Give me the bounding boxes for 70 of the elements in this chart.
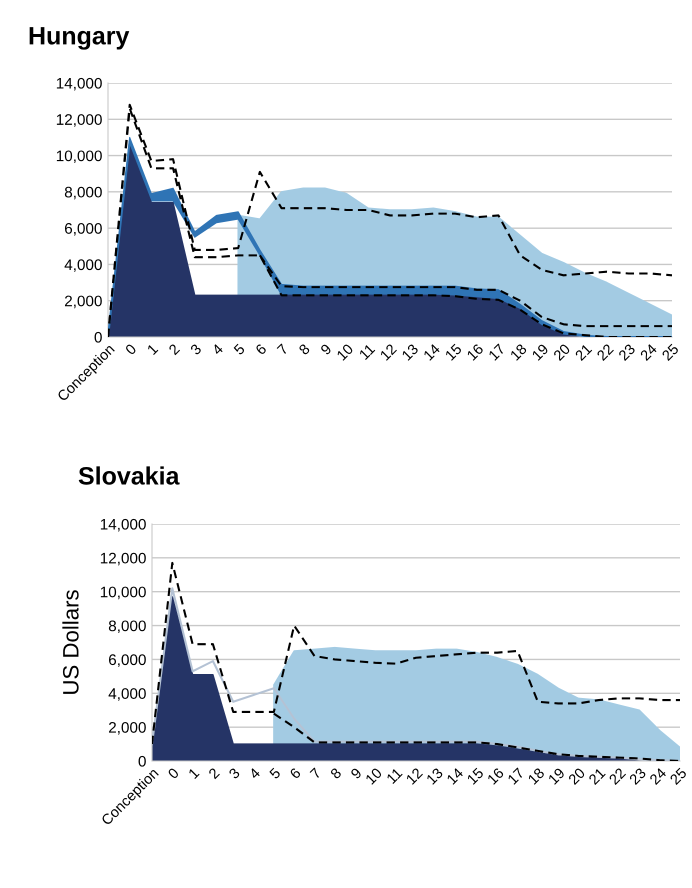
x-tick-label: 1 (146, 343, 158, 355)
y-tick-label: 10,000 (100, 586, 146, 600)
y-tick-label: 4,000 (108, 688, 146, 701)
y-tick-label: 14,000 (56, 78, 102, 90)
x-tick-label: 8 (298, 343, 310, 356)
x-tick-label: 25 (661, 343, 680, 362)
y-tick-label: 4,000 (64, 259, 102, 272)
x-tick-label: 7 (310, 767, 322, 780)
x-tick-label: 19 (548, 767, 566, 785)
x-tick-label: 3 (190, 343, 202, 356)
y-tick-label: 2,000 (108, 722, 146, 735)
y-tick-label: 12,000 (100, 552, 146, 566)
y-tick-label: 14,000 (100, 518, 146, 532)
x-tick-label: 21 (574, 343, 592, 361)
x-tick-label: 13 (426, 767, 444, 785)
x-tick-label: 20 (552, 343, 571, 362)
x-tick-label: 18 (527, 767, 545, 785)
x-tick-label: 12 (380, 343, 397, 361)
x-tick-label: 9 (350, 767, 362, 780)
x-tick-label: 24 (649, 767, 667, 785)
x-tick-label: 4 (248, 767, 261, 780)
x-tick-label: 6 (254, 343, 267, 356)
y-tick-label: 12,000 (56, 114, 102, 127)
x-tick-label: 23 (628, 767, 647, 786)
x-tick-label: 2 (208, 767, 220, 780)
x-tick-label: 17 (488, 343, 506, 361)
x-tick-label: 11 (358, 343, 376, 360)
x-tick-label: 21 (588, 767, 606, 785)
chart-title: Slovakia (78, 466, 180, 485)
chart-title: Hungary (30, 27, 130, 50)
x-tick-label: 7 (276, 343, 288, 356)
x-tick-label: 25 (669, 767, 688, 786)
y-tick-label: 0 (138, 756, 146, 767)
y-tick-label: 6,000 (64, 223, 102, 236)
x-tick-label: 5 (233, 343, 246, 356)
x-tick-label: 16 (486, 767, 504, 785)
x-tick-label: 23 (618, 343, 636, 362)
x-tick-label: 9 (320, 343, 332, 356)
x-tick-label: 15 (444, 343, 462, 361)
x-tick-label: 14 (446, 767, 464, 785)
x-tick-label: 15 (466, 767, 484, 785)
x-tick-label: 0 (167, 767, 180, 780)
x-tick-label: 4 (211, 343, 224, 356)
x-tick-label: 5 (268, 767, 281, 780)
x-tick-label: 3 (228, 767, 240, 780)
x-tick-label: 11 (386, 767, 403, 784)
x-tick-label: 6 (289, 767, 302, 780)
y-tick-label: 8,000 (108, 620, 146, 634)
y-tick-label: 0 (94, 332, 102, 343)
x-tick-label: 16 (466, 343, 484, 361)
x-tick-label: 19 (531, 343, 549, 361)
y-tick-label: 10,000 (56, 150, 102, 164)
x-tick-label: 22 (596, 343, 614, 361)
x-tick-label: 17 (507, 767, 524, 785)
x-tick-label: 13 (401, 343, 419, 361)
x-tick-label: 10 (336, 343, 354, 361)
x-tick-label: 20 (568, 767, 586, 786)
x-tick-label: 8 (330, 767, 342, 780)
x-tick-label: 10 (364, 767, 383, 785)
x-tick-label: 14 (423, 343, 441, 361)
y-tick-label: 2,000 (64, 296, 102, 308)
x-tick-label: 18 (510, 343, 528, 361)
x-tick-label: 1 (188, 767, 200, 779)
x-tick-label: 12 (406, 767, 423, 785)
x-tick-label: 24 (640, 343, 658, 361)
y-tick-label: 6,000 (108, 654, 146, 667)
x-tick-label: 22 (608, 767, 626, 785)
y-tick-label: 8,000 (64, 186, 102, 200)
y-axis-title: US Dollars (62, 590, 79, 694)
x-tick-label: 2 (168, 343, 180, 356)
